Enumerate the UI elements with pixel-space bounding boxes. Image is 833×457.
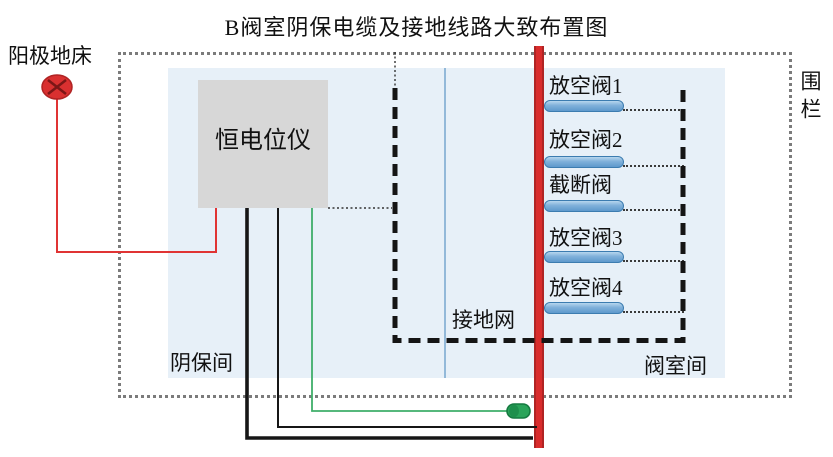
anode-bed-label: 阳极地床 [8,44,92,68]
cp-room-label: 阴保间 [170,351,233,375]
fence-label: 围栏 [798,70,822,126]
valve-label: 放空阀4 [549,276,623,300]
valve-label: 截断阀 [549,173,612,197]
anode-symbol-icon [41,74,73,100]
diagram-title: B阀室阴保电缆及接地线路大致布置图 [224,15,609,40]
valve-connector-line [623,109,684,111]
valve-label: 放空阀2 [549,128,623,152]
reference-electrode-icon [506,403,531,419]
grounding-grid-label: 接地网 [452,308,515,332]
valve-connector-line [623,311,684,313]
potentiostat-label: 恒电位仪 [215,127,311,154]
valve-connector-line [623,209,684,211]
valve-bar [544,156,624,168]
potentiostat-box: 恒电位仪 [198,80,328,208]
valve-connector-line [623,165,684,167]
valve-bar [544,251,624,263]
valve-label: 放空阀3 [549,226,623,250]
valve-bar [544,200,624,212]
pipeline-line [534,46,544,448]
valve-connector-line [623,260,684,262]
valve-label: 放空阀1 [549,74,623,98]
valve-bar [544,302,624,314]
valve-bar [544,100,624,112]
valve-room-label: 阀室间 [644,354,707,378]
area-divider-line [444,68,446,378]
